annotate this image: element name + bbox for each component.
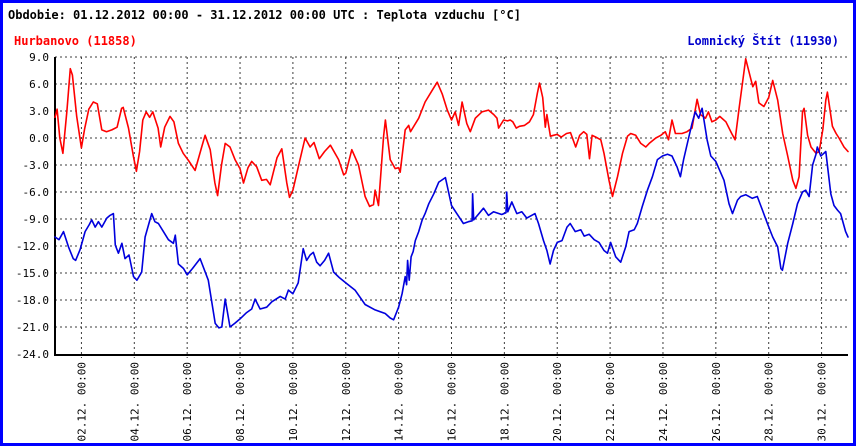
- y-tick-label: -9.0: [23, 213, 50, 226]
- y-tick-label: -21.0: [16, 321, 49, 334]
- x-tick-label: 22.12. 00:00: [604, 362, 617, 441]
- series-line-11858: [54, 58, 849, 208]
- y-tick-label: 3.0: [29, 105, 49, 118]
- x-tick-label: 06.12. 00:00: [181, 362, 194, 441]
- x-tick-label: 08.12. 00:00: [234, 362, 247, 441]
- y-tick-label: 9.0: [29, 51, 49, 64]
- x-tick-label: 24.12. 00:00: [657, 362, 670, 441]
- y-tick-label: 6.0: [29, 78, 49, 91]
- y-tick-label: -15.0: [16, 267, 49, 280]
- temperature-line-chart: 9.0 6.0 3.0 0.0 -3.0 -6.0 -9.0 -12.0 -15.0 -18.0 -…: [16, 51, 849, 441]
- y-tick-label: -6.0: [23, 186, 50, 199]
- legend-hurbanovo: Hurbanovo (11858): [14, 34, 137, 48]
- x-tick-label: 02.12. 00:00: [75, 362, 88, 441]
- x-tick-label: 20.12. 00:00: [551, 362, 564, 441]
- x-tick-label: 26.12. 00:00: [710, 362, 723, 441]
- x-tick-label: 30.12. 00:00: [816, 362, 829, 441]
- x-tick-label: 14.12. 00:00: [393, 362, 406, 441]
- y-tick-label: -24.0: [16, 348, 49, 361]
- legend-lomnicky-stit: Lomnický Štít (11930): [687, 34, 839, 48]
- x-tick-label: 18.12. 00:00: [498, 362, 511, 441]
- series-line-11930: [54, 107, 849, 329]
- y-tick-label: -18.0: [16, 294, 49, 307]
- y-tick-label: -12.0: [16, 240, 49, 253]
- y-tick-label: -3.0: [23, 159, 50, 172]
- page-title: Obdobie: 01.12.2012 00:00 - 31.12.2012 0…: [8, 8, 521, 22]
- x-tick-label: 12.12. 00:00: [340, 362, 353, 441]
- y-tick-label: 0.0: [29, 132, 49, 145]
- x-tick-label: 16.12. 00:00: [446, 362, 459, 441]
- x-tick-label: 10.12. 00:00: [287, 362, 300, 441]
- x-tick-label: 04.12. 00:00: [128, 362, 141, 441]
- x-tick-label: 28.12. 00:00: [763, 362, 776, 441]
